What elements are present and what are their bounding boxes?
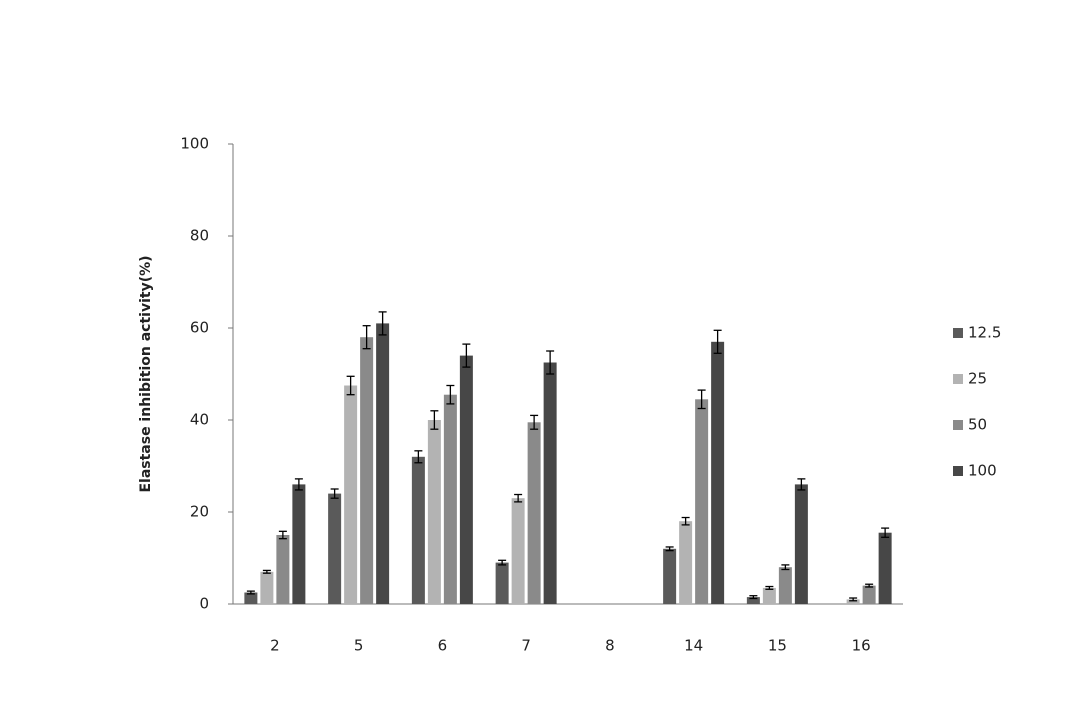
- error-bar: [681, 516, 690, 526]
- x-tick-label: 14: [684, 637, 703, 655]
- bar: [344, 385, 358, 604]
- y-tick-label: 40: [190, 411, 209, 429]
- x-tick-label: 7: [521, 637, 531, 655]
- error-bar: [881, 527, 890, 538]
- legend-swatch: [953, 420, 963, 430]
- error-bar: [430, 410, 439, 430]
- legend-label: 25: [968, 370, 987, 388]
- error-bar: [262, 569, 271, 574]
- legend-label: 50: [968, 416, 987, 434]
- bar: [762, 587, 776, 604]
- bar: [244, 592, 258, 604]
- x-tick-label: 15: [768, 637, 787, 655]
- bar: [746, 597, 760, 604]
- x-tick-label: 16: [852, 637, 871, 655]
- bar: [511, 498, 525, 604]
- bar: [328, 493, 342, 604]
- y-tick-label: 60: [190, 319, 209, 337]
- bar: [292, 484, 306, 604]
- legend-swatch: [953, 328, 963, 338]
- bar: [411, 456, 425, 604]
- legend-swatch: [953, 374, 963, 384]
- y-tick-label: 0: [199, 595, 209, 613]
- error-bar: [294, 478, 303, 491]
- error-bar: [462, 343, 471, 368]
- legend-label: 100: [968, 462, 997, 480]
- error-bar: [378, 311, 387, 336]
- bar: [695, 399, 709, 604]
- legend-swatch: [953, 466, 963, 476]
- error-bar: [530, 414, 539, 430]
- error-bar: [414, 450, 423, 464]
- error-bar: [665, 546, 674, 552]
- bar: [846, 599, 860, 604]
- error-bar: [362, 325, 371, 350]
- y-tick-label: 20: [190, 503, 209, 521]
- x-tick-label: 8: [605, 637, 615, 655]
- error-bar: [514, 493, 523, 503]
- bar: [543, 362, 557, 604]
- error-bar: [446, 384, 455, 405]
- error-bar: [713, 329, 722, 354]
- error-bar: [765, 585, 774, 590]
- error-bar: [278, 530, 287, 540]
- error-bar: [546, 350, 555, 375]
- bar: [663, 548, 677, 604]
- error-bar: [498, 559, 507, 566]
- bar: [360, 337, 374, 604]
- bar: [443, 394, 457, 604]
- error-bar: [781, 564, 790, 571]
- bar: [376, 323, 390, 604]
- error-bar: [246, 590, 255, 595]
- error-bar: [865, 583, 874, 588]
- error-bar: [749, 595, 758, 600]
- error-bar: [849, 597, 858, 602]
- y-tick-label: 80: [190, 227, 209, 245]
- bar: [459, 355, 473, 604]
- error-bar: [797, 478, 806, 491]
- bar: [862, 585, 876, 604]
- bar: [679, 521, 693, 604]
- error-bar: [346, 375, 355, 396]
- error-bar: [330, 488, 339, 499]
- bar: [260, 571, 274, 604]
- bar: [778, 567, 792, 604]
- x-tick-label: 5: [354, 637, 364, 655]
- bar: [878, 532, 892, 604]
- legend-label: 12.5: [968, 324, 1001, 342]
- y-tick-label: 100: [180, 135, 209, 153]
- bar: [711, 341, 725, 604]
- error-bar: [697, 389, 706, 410]
- x-tick-label: 2: [270, 637, 280, 655]
- bar: [427, 420, 441, 604]
- bar: [276, 535, 290, 604]
- x-tick-label: 6: [438, 637, 448, 655]
- bar: [527, 422, 541, 604]
- bar: [794, 484, 808, 604]
- bar: [495, 562, 509, 604]
- y-axis-label: Elastase inhibition activity(%): [138, 255, 154, 492]
